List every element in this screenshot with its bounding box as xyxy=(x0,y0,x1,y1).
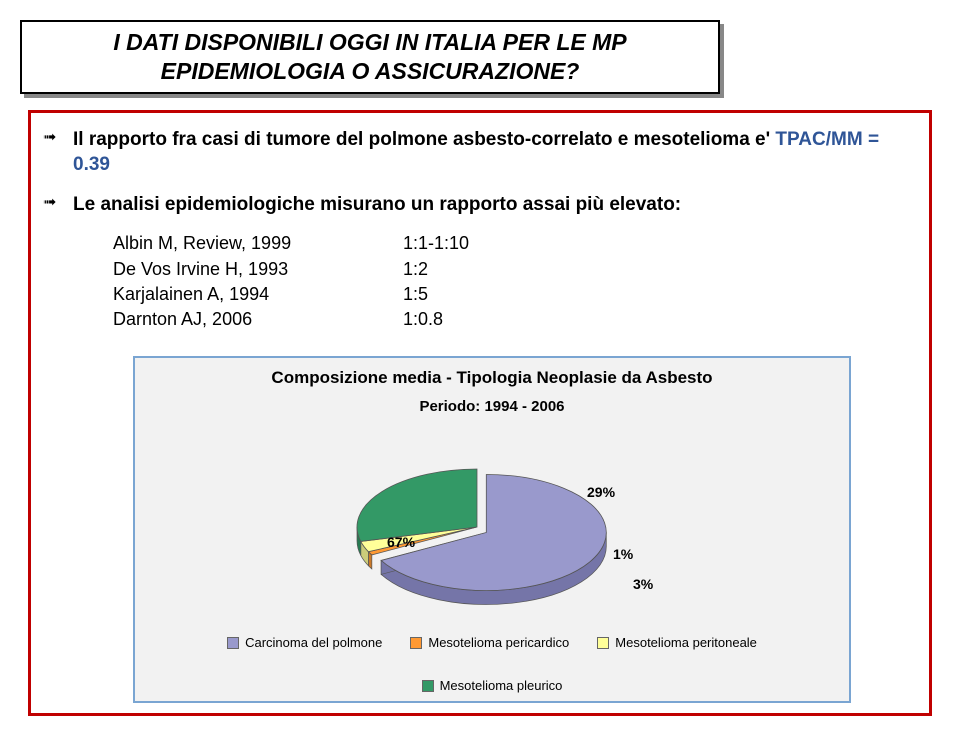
legend-label: Mesotelioma pleurico xyxy=(440,678,563,693)
study-name: De Vos Irvine H, 1993 xyxy=(113,257,403,282)
legend-label: Mesotelioma pericardico xyxy=(428,635,569,650)
legend-swatch xyxy=(422,680,434,692)
title-line-1: I DATI DISPONIBILI OGGI IN ITALIA PER LE… xyxy=(32,28,708,57)
study-value: 1:0.8 xyxy=(403,307,443,332)
study-name: Karjalainen A, 1994 xyxy=(113,282,403,307)
pie-chart: 67% 1% 3% 29% xyxy=(277,427,707,627)
study-row: Darnton AJ, 2006 1:0.8 xyxy=(113,307,911,332)
info-box: Il rapporto fra casi di tumore del polmo… xyxy=(28,110,932,717)
svg-text:67%: 67% xyxy=(387,534,416,550)
legend-label: Carcinoma del polmone xyxy=(245,635,382,650)
legend-item: Mesotelioma pleurico xyxy=(422,678,563,693)
study-table: Albin M, Review, 1999 1:1-1:10 De Vos Ir… xyxy=(113,231,911,332)
study-value: 1:5 xyxy=(403,282,428,307)
chart-card: Composizione media - Tipologia Neoplasie… xyxy=(133,356,851,703)
legend-item: Mesotelioma pericardico xyxy=(410,635,569,650)
bullet-2-text: Le analisi epidemiologiche misurano un r… xyxy=(73,194,681,215)
chart-title: Composizione media - Tipologia Neoplasie… xyxy=(149,368,835,388)
legend-label: Mesotelioma peritoneale xyxy=(615,635,757,650)
svg-text:3%: 3% xyxy=(633,576,654,592)
pie-wrap: 67% 1% 3% 29% xyxy=(149,427,835,627)
svg-text:29%: 29% xyxy=(587,484,616,500)
title-box: I DATI DISPONIBILI OGGI IN ITALIA PER LE… xyxy=(20,20,720,94)
study-value: 1:2 xyxy=(403,257,428,282)
legend-swatch xyxy=(597,637,609,649)
study-value: 1:1-1:10 xyxy=(403,231,469,256)
study-name: Darnton AJ, 2006 xyxy=(113,307,403,332)
legend-item: Carcinoma del polmone xyxy=(227,635,382,650)
legend-item: Mesotelioma peritoneale xyxy=(597,635,757,650)
svg-text:1%: 1% xyxy=(613,546,634,562)
bullet-1: Il rapporto fra casi di tumore del polmo… xyxy=(73,127,911,178)
legend-swatch xyxy=(227,637,239,649)
legend-row: Carcinoma del polmone Mesotelioma pericar… xyxy=(149,635,835,693)
study-row: Karjalainen A, 1994 1:5 xyxy=(113,282,911,307)
chart-subtitle: Periodo: 1994 - 2006 xyxy=(149,398,835,415)
bullet-1-text: Il rapporto fra casi di tumore del polmo… xyxy=(73,129,879,176)
legend-swatch xyxy=(410,637,422,649)
title-line-2: EPIDEMIOLOGIA O ASSICURAZIONE? xyxy=(32,57,708,86)
bullet-2: Le analisi epidemiologiche misurano un r… xyxy=(73,192,911,218)
study-name: Albin M, Review, 1999 xyxy=(113,231,403,256)
study-row: Albin M, Review, 1999 1:1-1:10 xyxy=(113,231,911,256)
bullet-1-pre: Il rapporto fra casi di tumore del polmo… xyxy=(73,129,775,150)
study-row: De Vos Irvine H, 1993 1:2 xyxy=(113,257,911,282)
